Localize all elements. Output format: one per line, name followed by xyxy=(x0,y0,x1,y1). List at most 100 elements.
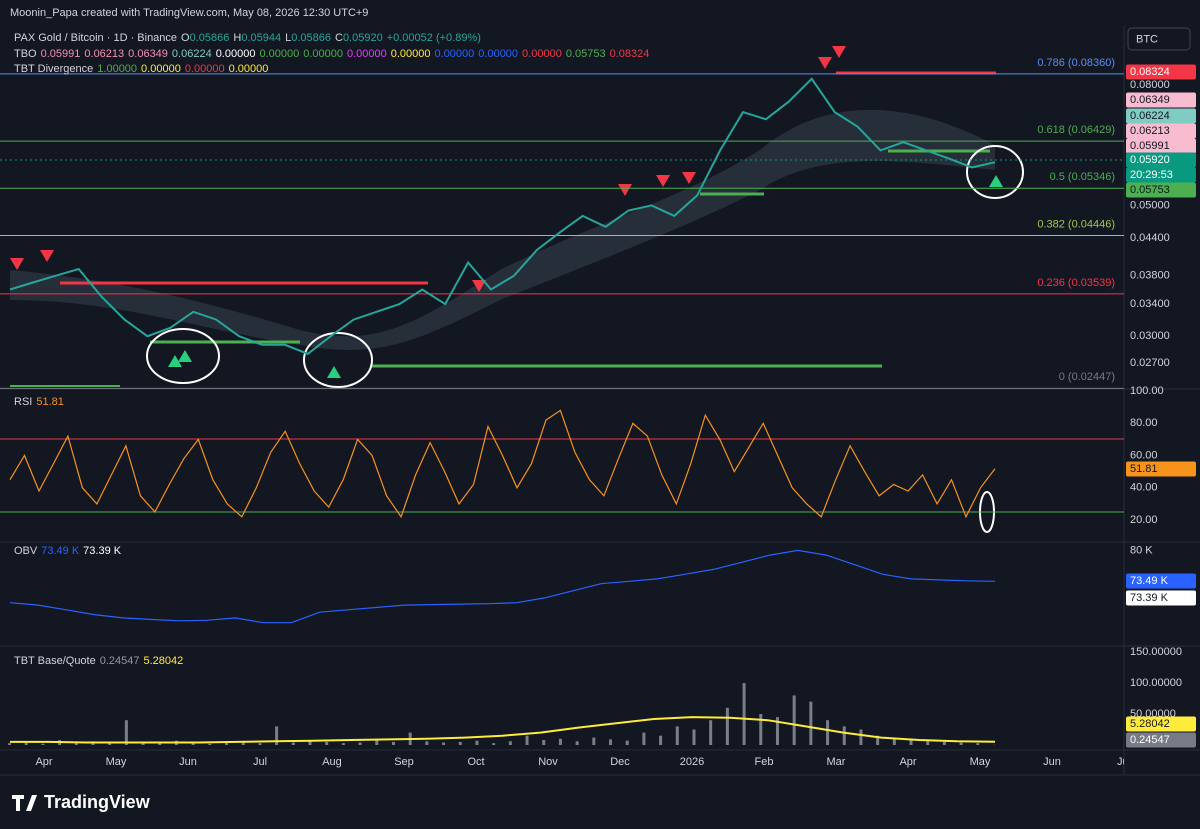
rsi-tag-bg xyxy=(1126,461,1196,477)
volume-bar xyxy=(792,695,796,745)
volume-bar xyxy=(692,729,696,745)
ohlc-value: L xyxy=(285,32,291,44)
volume-bar xyxy=(842,726,846,745)
time-axis-label: Sep xyxy=(394,756,414,768)
volume-bar xyxy=(659,735,663,745)
volume-bar xyxy=(391,741,395,745)
price-tag-bg xyxy=(1126,123,1196,139)
price-tag: 20:29:53 xyxy=(1130,169,1173,181)
fib-level-label: 0 (0.02447) xyxy=(1059,371,1115,383)
price-tag: 0.06349 xyxy=(1130,94,1170,106)
obv-tag-bg xyxy=(1126,590,1196,606)
sell-signal xyxy=(472,280,486,292)
volume-bar xyxy=(41,743,45,745)
time-axis-label: Jul xyxy=(1117,756,1131,768)
fib-level-label: 0.382 (0.04446) xyxy=(1037,218,1115,230)
volume-bar xyxy=(976,743,980,745)
price-tick-label: 0.05000 xyxy=(1130,199,1170,211)
volume-bar xyxy=(876,735,880,745)
volume-bar xyxy=(642,732,646,745)
volume-bar xyxy=(358,742,362,745)
volume-bar xyxy=(158,742,162,745)
time-axis-label: Jul xyxy=(253,756,267,768)
volume-bar xyxy=(959,742,963,745)
volume-bar xyxy=(942,741,946,745)
volume-bar xyxy=(892,738,896,745)
legend: TBT Divergence 1.00000 0.00000 0.00000 0.000… xyxy=(14,63,268,75)
indicator-name: RSI xyxy=(14,396,32,408)
indicator-name: TBT Base/Quote xyxy=(14,655,96,667)
ohlc-value: C xyxy=(335,32,343,44)
volume-bar xyxy=(575,741,579,745)
volume-bar xyxy=(208,743,212,745)
volume-bar xyxy=(909,740,913,745)
sell-signal xyxy=(10,258,24,270)
volume-bar xyxy=(609,739,613,745)
symbol-button[interactable] xyxy=(1127,27,1191,51)
volume-bar xyxy=(542,740,546,745)
indicator-name: TBO xyxy=(14,48,37,60)
time-axis-label: Nov xyxy=(538,756,558,768)
ohlc-value: 0.05944 xyxy=(241,32,281,44)
decorations xyxy=(0,46,1124,533)
rsi-tick-label: 60.00 xyxy=(1130,449,1158,461)
volume-bar xyxy=(291,742,295,745)
indicator-value: 0.00000 xyxy=(391,48,431,60)
volume-bar xyxy=(325,741,329,745)
time-axis-label: 2026 xyxy=(680,756,704,768)
indicator-value: 1.00000 xyxy=(97,63,137,75)
obv-tag: 73.39 K xyxy=(1130,592,1169,604)
indicator-value: 0.06224 xyxy=(172,48,212,60)
indicator-value: 0.00000 xyxy=(185,63,225,75)
obv-tick-label: 80 K xyxy=(1130,544,1153,556)
volume-bar xyxy=(74,742,78,745)
legend: TBO 0.05991 0.06213 0.06349 0.06224 0.00000 0.… xyxy=(14,48,649,60)
price-tick-label: 0.04400 xyxy=(1130,232,1170,244)
price-tag: 0.06213 xyxy=(1130,125,1170,137)
indicator-value: 73.39 K xyxy=(83,545,122,557)
fib-level-label: 0.786 (0.08360) xyxy=(1037,57,1115,69)
volume-bar xyxy=(725,707,729,745)
time-axis-label: Aug xyxy=(322,756,342,768)
indicator-value: 0.00000 xyxy=(435,48,475,60)
rsi-line xyxy=(9,409,996,519)
base-quote-tick-label: 150.00000 xyxy=(1130,646,1182,658)
indicator-value: 0.06349 xyxy=(128,48,168,60)
volume-bar xyxy=(425,741,429,745)
volume-bar xyxy=(191,743,195,745)
price-tag: 0.08324 xyxy=(1130,66,1170,78)
indicator-value: 5.28042 xyxy=(144,655,184,667)
indicator-value: 51.81 xyxy=(36,396,64,408)
indicator-value: 0.00000 xyxy=(259,48,299,60)
volume-bar xyxy=(926,741,930,745)
sell-signal xyxy=(656,175,670,187)
sell-signal xyxy=(40,250,54,262)
base-quote-tag: 0.24547 xyxy=(1130,734,1170,746)
price-tag: 0.05991 xyxy=(1130,140,1170,152)
fib-level-label: 0.5 (0.05346) xyxy=(1050,171,1115,183)
rsi-tick-label: 40.00 xyxy=(1130,482,1158,494)
time-axis-label: Apr xyxy=(35,756,52,768)
legend: OBV 73.49 K 73.39 K xyxy=(14,545,122,557)
buy-signal xyxy=(989,175,1003,187)
volume-bar xyxy=(341,743,345,745)
volume-bar xyxy=(375,740,379,745)
price-tag: 0.05920 xyxy=(1130,154,1170,166)
volume-bar xyxy=(24,741,28,745)
price-tick-label: 0.02700 xyxy=(1130,357,1170,369)
volume-bar xyxy=(675,726,679,745)
rsi-tick-label: 20.00 xyxy=(1130,514,1158,526)
volume-bar xyxy=(258,743,262,745)
ohlc-value: +0.00052 (+0.89%) xyxy=(387,32,481,44)
volume-bar xyxy=(475,740,479,745)
volume-bar xyxy=(308,741,312,745)
legend: TBT Base/Quote 0.24547 5.28042 xyxy=(14,655,183,667)
price-tag-bg xyxy=(1126,182,1196,198)
header: Moonin_Papa created with TradingView.com… xyxy=(10,7,368,19)
price-tick-label: 0.03800 xyxy=(1130,270,1170,282)
fib-level-label: 0.618 (0.06429) xyxy=(1037,124,1115,136)
indicator-value: 73.49 K xyxy=(41,545,80,557)
symbol-button-label[interactable]: BTC xyxy=(1136,33,1158,45)
